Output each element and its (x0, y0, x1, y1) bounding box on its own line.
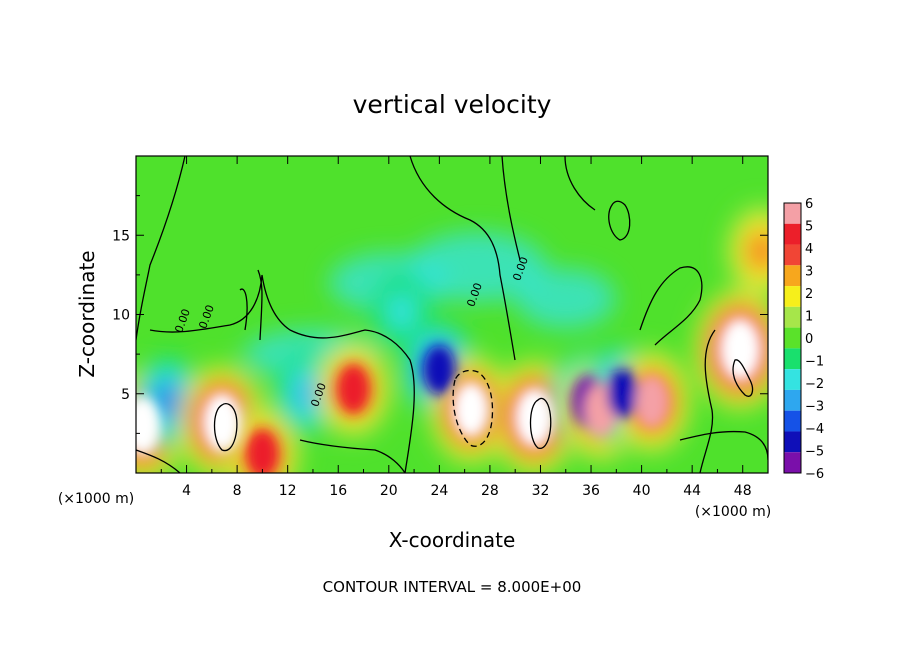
contour-line (529, 397, 552, 449)
colorbar-label: 5 (805, 220, 813, 235)
field-core (246, 429, 278, 473)
colorbar-label: −6 (805, 467, 824, 482)
colorbar-label: 4 (805, 242, 813, 257)
x-tick-label: 16 (329, 483, 347, 499)
field-region (515, 268, 616, 329)
field-core (607, 369, 639, 419)
chart-title: vertical velocity (353, 90, 552, 119)
field-core (453, 382, 489, 438)
colorbar-label: 2 (805, 287, 813, 302)
x-tick-label: 20 (380, 483, 398, 499)
colorbar-swatch (784, 389, 801, 411)
colorbar-swatch (784, 203, 801, 224)
contour-line (239, 269, 263, 341)
contour-line (136, 156, 186, 341)
field-core (720, 318, 760, 380)
colorbar-swatch (784, 410, 801, 432)
colorbar-swatch (784, 327, 801, 349)
field-core (635, 375, 669, 428)
colorbar-label: −3 (805, 400, 824, 415)
colorbar-label: 3 (805, 265, 813, 280)
colorbar-label: −5 (805, 445, 824, 460)
field-core (515, 388, 553, 447)
plot-area: 0.00 0.00 0.00 0.00 0.00 (136, 156, 768, 473)
x-tick-label: 36 (582, 483, 600, 499)
colorbar-label: 6 (805, 197, 813, 212)
contour-line (732, 359, 754, 397)
y-tick-label: 10 (112, 308, 130, 324)
colorbar-label: −4 (805, 422, 824, 437)
x-tick-label: 40 (633, 483, 651, 499)
contour-line (608, 200, 631, 241)
field-core (423, 345, 455, 395)
contour-line (409, 156, 516, 361)
colorbar: 6 5 4 3 2 1 0 −1 −2 −3 −4 −5 −6 (783, 197, 824, 482)
contour-line (679, 430, 768, 461)
x-unit-label-left: (×1000 m) (58, 491, 134, 507)
contour-lines (136, 156, 768, 473)
x-tick-label: 48 (734, 483, 752, 499)
field-core (136, 396, 161, 455)
colorbar-swatch (784, 265, 801, 287)
contour-line (213, 403, 238, 451)
x-tick-label: 12 (279, 483, 297, 499)
colorbar-label: −1 (805, 355, 824, 370)
y-axis: 5 10 15 (112, 195, 768, 434)
colorbar-label: −2 (805, 377, 824, 392)
field-region (407, 231, 548, 302)
colorbar-label: 1 (805, 310, 813, 325)
colorbar-swatch (784, 369, 801, 390)
field-level (158, 390, 177, 414)
y-axis-label: Z-coordinate (75, 250, 99, 377)
y-tick-label: 15 (112, 228, 130, 244)
colorbar-swatch (784, 348, 801, 370)
colorbar-swatch (784, 431, 801, 453)
x-unit-label-right: (×1000 m) (695, 504, 771, 520)
x-tick-label: 44 (683, 483, 701, 499)
x-tick-label: 32 (532, 483, 550, 499)
x-axis-label: X-coordinate (389, 528, 516, 552)
contour-line (136, 449, 181, 473)
colorbar-label: 0 (805, 332, 813, 347)
x-tick-label: 24 (430, 483, 448, 499)
field-core (337, 364, 369, 414)
colorbar-swatch (784, 452, 801, 473)
colorbar-frame (783, 202, 802, 474)
contour-line (149, 274, 415, 473)
contour-line (299, 439, 406, 473)
field-level (295, 379, 318, 409)
contour-line (501, 156, 521, 261)
colorbar-swatch (784, 286, 801, 307)
contour-line (564, 156, 596, 211)
contour-line (639, 266, 703, 346)
x-tick-label: 4 (182, 483, 191, 499)
field-core (203, 393, 241, 452)
contour-interval-note: CONTOUR INTERVAL = 8.000E+00 (323, 578, 582, 596)
field-level (752, 239, 768, 263)
colorbar-swatch (784, 223, 801, 245)
field-level (386, 291, 417, 332)
velocity-cores (136, 318, 760, 473)
x-tick-label: 8 (233, 483, 242, 499)
y-tick-label: 5 (121, 387, 130, 403)
x-axis: 4 8 12 16 20 24 28 32 36 40 44 48 (160, 156, 752, 499)
contour-line (452, 369, 494, 447)
colorbar-swatch (784, 306, 801, 328)
x-tick-label: 28 (481, 483, 499, 499)
colorbar-swatch (784, 244, 801, 266)
contour-line (699, 329, 716, 473)
